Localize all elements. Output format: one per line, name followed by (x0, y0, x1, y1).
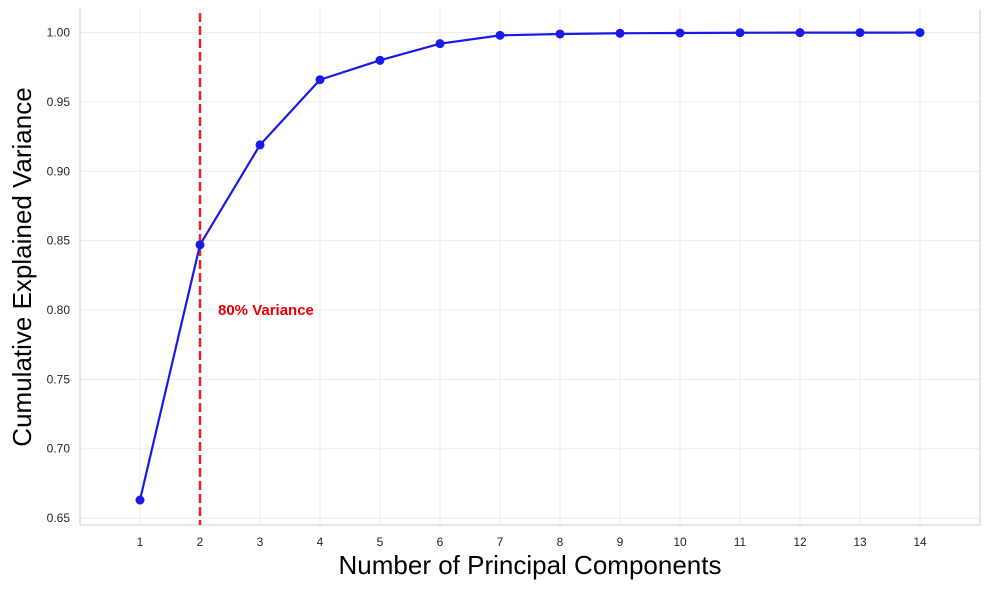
data-point (855, 28, 865, 38)
y-tick-label: 0.95 (47, 95, 71, 109)
y-tick-label: 0.65 (47, 511, 71, 525)
data-point (555, 29, 565, 39)
data-point (375, 55, 385, 65)
x-axis-title: Number of Principal Components (339, 550, 722, 580)
data-point (675, 28, 685, 38)
y-tick-label: 0.80 (47, 303, 71, 317)
y-axis-title: Cumulative Explained Variance (7, 87, 37, 446)
y-tick-label: 0.70 (47, 442, 71, 456)
grid (80, 9, 980, 525)
axes (79, 9, 981, 526)
y-tick-label: 0.75 (47, 372, 71, 386)
y-tick-label: 1.00 (47, 26, 71, 40)
x-tick-label: 10 (673, 535, 687, 549)
x-tick-label: 9 (617, 535, 624, 549)
x-tick-label: 8 (557, 535, 564, 549)
annotation-label: 80% Variance (218, 302, 314, 319)
data-point (795, 28, 805, 38)
x-tick-label: 13 (853, 535, 867, 549)
data-point (495, 30, 505, 40)
data-point (735, 28, 745, 38)
series-group (135, 28, 925, 505)
data-point (255, 140, 265, 150)
data-point (435, 39, 445, 49)
x-tick-label: 11 (734, 535, 747, 549)
y-tick-label: 0.85 (47, 234, 71, 248)
x-tick-labels: 1 2 3 4 5 6 7 8 9 10 11 12 13 14 (137, 535, 927, 549)
x-tick-label: 7 (497, 535, 504, 549)
series-line (138, 31, 921, 501)
x-tick-label: 14 (913, 535, 927, 549)
x-tick-label: 6 (437, 535, 444, 549)
data-point (915, 28, 925, 38)
x-tick-label: 3 (257, 535, 264, 549)
x-tick-label: 5 (377, 535, 384, 549)
y-tick-labels: 0.65 0.70 0.75 0.80 0.85 0.90 0.95 1.00 (47, 26, 71, 525)
x-tick-label: 4 (317, 535, 324, 549)
x-tick-label: 12 (793, 535, 807, 549)
data-point (615, 28, 625, 38)
x-tick-label: 2 (197, 535, 204, 549)
data-point (315, 75, 325, 85)
x-tick-label: 1 (137, 535, 144, 549)
y-tick-label: 0.90 (47, 164, 71, 178)
data-point (195, 240, 205, 250)
data-point (135, 495, 145, 505)
